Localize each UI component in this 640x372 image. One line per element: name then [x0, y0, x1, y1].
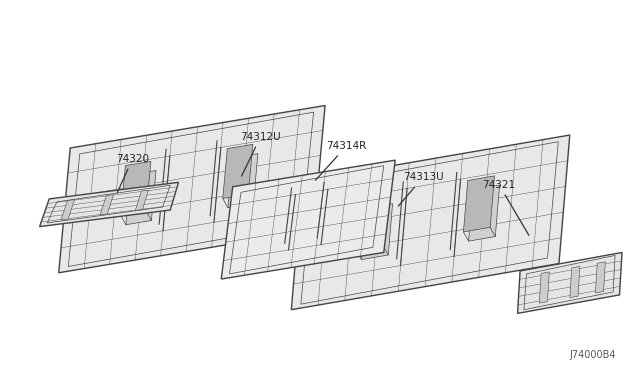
- Polygon shape: [121, 161, 151, 215]
- Polygon shape: [223, 144, 253, 199]
- Text: J74000B4: J74000B4: [570, 350, 616, 359]
- Polygon shape: [356, 194, 387, 250]
- Text: 74320: 74320: [116, 154, 149, 193]
- Polygon shape: [59, 106, 325, 273]
- Polygon shape: [291, 135, 570, 310]
- Polygon shape: [468, 185, 500, 241]
- Text: 74312U: 74312U: [241, 132, 281, 176]
- Polygon shape: [570, 266, 580, 298]
- Text: 74314R: 74314R: [316, 141, 367, 180]
- Polygon shape: [463, 176, 495, 232]
- Polygon shape: [61, 200, 75, 220]
- Polygon shape: [221, 160, 395, 279]
- Polygon shape: [518, 253, 622, 313]
- Polygon shape: [540, 272, 549, 303]
- Polygon shape: [228, 154, 258, 208]
- Text: 74321: 74321: [483, 180, 529, 235]
- Polygon shape: [126, 170, 156, 225]
- Text: 74313U: 74313U: [398, 172, 444, 206]
- Polygon shape: [135, 190, 148, 211]
- Polygon shape: [362, 203, 392, 260]
- Polygon shape: [40, 182, 179, 227]
- Polygon shape: [595, 262, 605, 293]
- Polygon shape: [100, 195, 113, 215]
